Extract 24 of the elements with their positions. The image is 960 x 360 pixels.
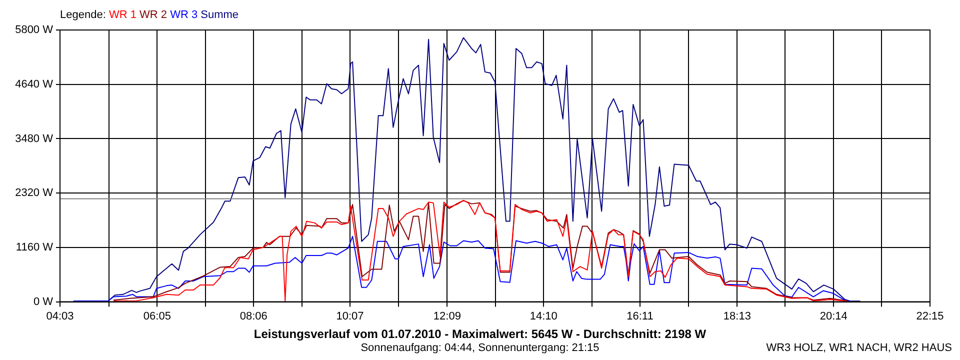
text: WR3 HOLZ, WR1 NACH, WR2 HAUS xyxy=(766,342,952,354)
text: Sonnenaufgang: 04:44, Sonnenuntergang: 21:15 xyxy=(360,342,600,354)
x-tick-label: 04:03 xyxy=(46,310,74,322)
legend-title: Legende: xyxy=(60,9,107,21)
text: Leistungsverlauf vom 01.07.2010 - Maximalwert: 5645 W - Durchschnitt: 2198 W xyxy=(252,327,708,341)
x-tick-label: 20:14 xyxy=(820,310,848,322)
text: WR 2 xyxy=(140,9,168,21)
y-tick-label: 3480 W xyxy=(15,132,54,145)
x-tick-label: 12:09 xyxy=(433,310,461,322)
text: WR 3 xyxy=(170,9,199,21)
x-tick-label: 08:06 xyxy=(240,310,268,322)
y-tick-label: 0 W xyxy=(33,296,54,308)
x-tick-label: 10:07 xyxy=(336,310,364,322)
y-tick-label: 5800 W xyxy=(15,24,54,36)
y-tick-label: 2320 W xyxy=(15,187,54,200)
text: WR 1 xyxy=(108,9,138,21)
x-tick-label: 16:11 xyxy=(626,310,654,322)
x-tick-label: 18:13 xyxy=(723,310,751,322)
x-tick-label: 14:10 xyxy=(530,310,558,322)
y-tick-label: 1160 W xyxy=(16,241,54,254)
x-tick-label: 06:05 xyxy=(143,310,171,322)
text: Summe xyxy=(200,9,239,21)
y-tick-label: 4640 W xyxy=(15,78,54,90)
x-tick-label: 22:15 xyxy=(916,310,944,322)
